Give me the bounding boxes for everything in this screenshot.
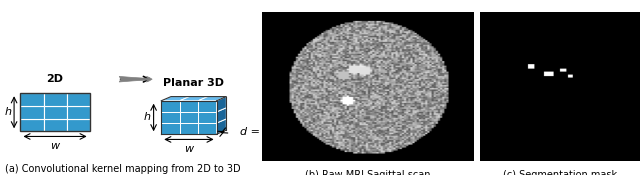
- Polygon shape: [216, 119, 227, 134]
- FancyBboxPatch shape: [20, 119, 44, 131]
- Text: d = 1: d = 1: [241, 127, 271, 136]
- Text: Planar 3D: Planar 3D: [163, 78, 224, 88]
- Bar: [20, 93, 90, 131]
- FancyBboxPatch shape: [44, 93, 67, 106]
- Text: (b) Raw MRI Sagittal scan: (b) Raw MRI Sagittal scan: [305, 170, 431, 175]
- FancyBboxPatch shape: [20, 93, 44, 106]
- Polygon shape: [161, 97, 189, 101]
- Polygon shape: [216, 108, 227, 123]
- Polygon shape: [180, 123, 198, 134]
- Polygon shape: [161, 123, 180, 134]
- FancyBboxPatch shape: [44, 119, 67, 131]
- FancyBboxPatch shape: [67, 106, 90, 119]
- Polygon shape: [180, 97, 208, 101]
- Polygon shape: [198, 97, 227, 101]
- Text: (c) Segmentation mask: (c) Segmentation mask: [503, 170, 617, 175]
- Text: w: w: [51, 141, 60, 151]
- Polygon shape: [198, 112, 216, 123]
- Polygon shape: [161, 101, 180, 112]
- FancyBboxPatch shape: [44, 106, 67, 119]
- Text: w: w: [184, 144, 193, 154]
- Text: h: h: [4, 107, 11, 117]
- Text: (a) Convolutional kernel mapping from 2D to 3D: (a) Convolutional kernel mapping from 2D…: [5, 164, 241, 174]
- Polygon shape: [198, 123, 216, 134]
- Polygon shape: [198, 101, 216, 112]
- FancyBboxPatch shape: [67, 119, 90, 131]
- Polygon shape: [180, 101, 198, 112]
- Polygon shape: [180, 112, 198, 123]
- Text: 2D: 2D: [47, 74, 63, 84]
- Polygon shape: [161, 112, 180, 123]
- Polygon shape: [216, 97, 227, 112]
- Text: h: h: [144, 113, 150, 122]
- FancyBboxPatch shape: [20, 106, 44, 119]
- FancyBboxPatch shape: [67, 93, 90, 106]
